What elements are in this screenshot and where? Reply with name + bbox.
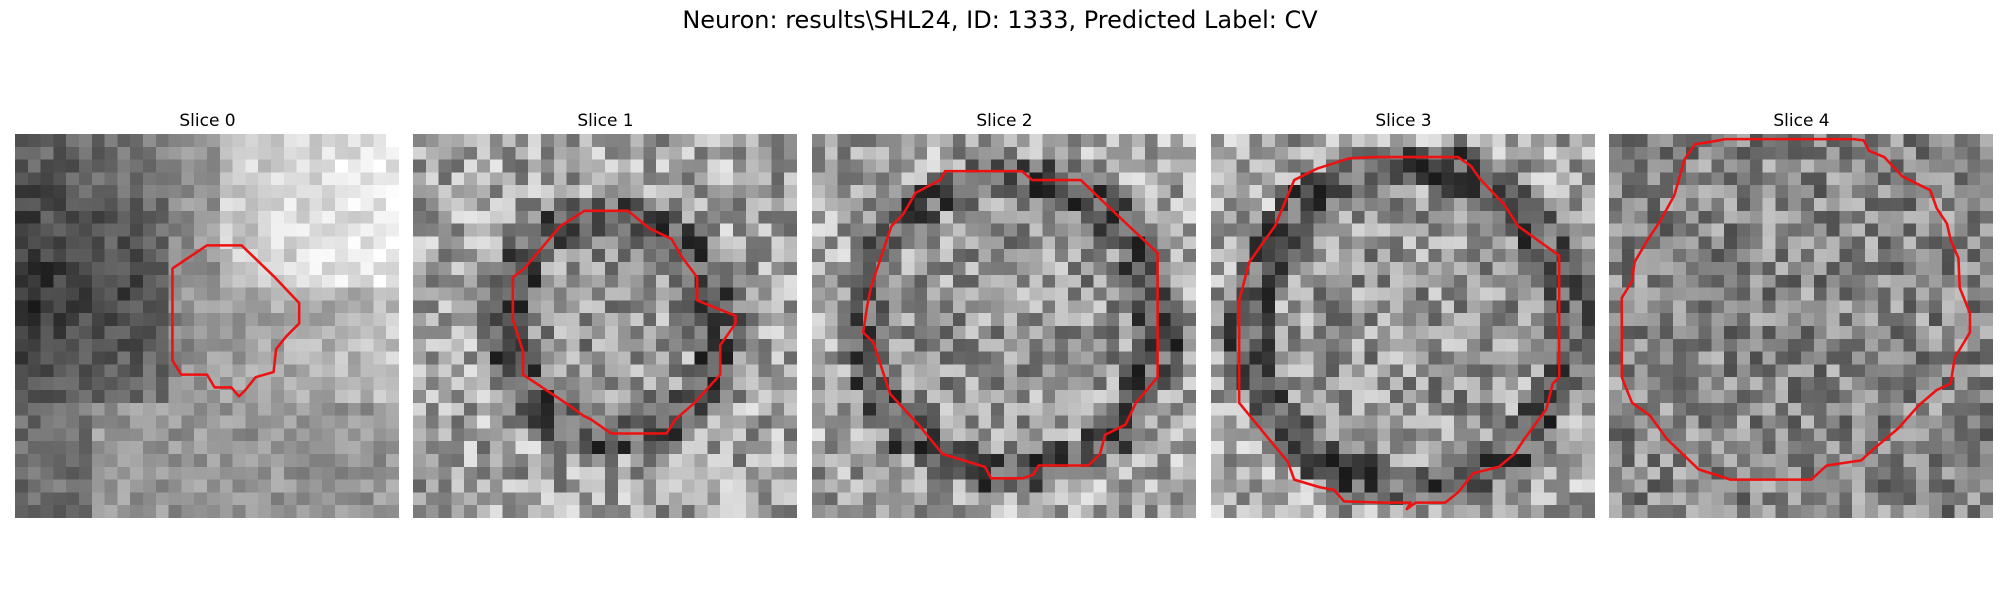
segmentation-contour [1620, 137, 1972, 481]
slice-panel-4: Slice 4 [1609, 109, 1994, 518]
slice-title: Slice 2 [976, 111, 1033, 131]
slice-title: Slice 3 [1375, 111, 1432, 131]
slice-image [1609, 134, 1993, 518]
slice-title: Slice 4 [1773, 111, 1830, 131]
slice-image [15, 134, 399, 518]
segmentation-contour [171, 244, 301, 398]
figure-title: Neuron: results\SHL24, ID: 1333, Predict… [682, 6, 1318, 34]
slice-title: Slice 0 [179, 111, 236, 131]
slice-title: Slice 1 [577, 111, 634, 131]
slice-panel-3: Slice 3 [1211, 109, 1596, 518]
slice-panel-2: Slice 2 [812, 109, 1197, 518]
slice-image [1211, 134, 1595, 518]
slice-image [413, 134, 797, 518]
segmentation-contour [861, 169, 1159, 480]
slice-panel-1: Slice 1 [413, 109, 798, 518]
slice-image [812, 134, 1196, 518]
segmentation-contour [1237, 155, 1561, 511]
segmentation-contour [511, 209, 737, 435]
slice-panel-0: Slice 0 [15, 109, 400, 518]
